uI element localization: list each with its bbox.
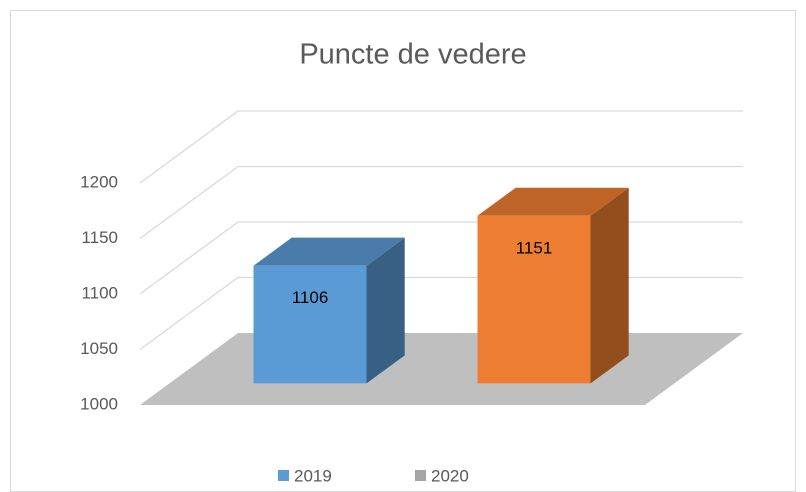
data-label: 1106: [292, 288, 329, 307]
bar: [477, 187, 629, 384]
bar-front: [253, 265, 367, 384]
y-tick-label: 1200: [80, 172, 118, 191]
legend-label: 2019: [294, 466, 332, 485]
bar-top: [253, 237, 405, 266]
legend-swatch: [278, 470, 289, 481]
grid-line: [139, 165, 743, 240]
legend-label: 2020: [431, 466, 469, 485]
y-tick-label: 1150: [81, 228, 118, 247]
bar-top: [477, 187, 629, 216]
bar: [253, 237, 405, 384]
y-tick-label: 1050: [80, 339, 118, 358]
chart-title: Puncte de vedere: [299, 39, 526, 71]
grid-line: [139, 110, 743, 184]
bar-side: [366, 237, 405, 384]
bar-side: [590, 187, 629, 384]
floor: [140, 333, 743, 405]
y-tick-label: 1100: [81, 283, 118, 302]
legend-swatch: [415, 470, 426, 481]
bar-front: [477, 215, 591, 384]
y-tick-label: 1000: [80, 394, 118, 413]
data-label: 1151: [516, 238, 553, 257]
